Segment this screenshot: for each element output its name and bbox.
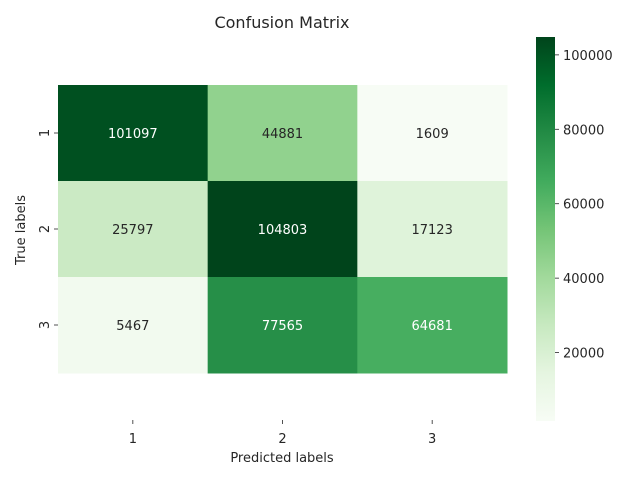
cell-value-label-r1-c2: 44881 xyxy=(262,127,303,142)
x-axis-ticks: 1 2 3 xyxy=(129,420,436,447)
heatmap-cell-r1-c3 xyxy=(357,85,508,182)
heatmap-cell-r2-c2 xyxy=(207,181,358,278)
y-tick-label: 1 xyxy=(38,129,53,137)
x-axis-label: Predicted labels xyxy=(230,451,334,466)
x-tick-label: 2 xyxy=(278,432,286,447)
colorbar-tick-label: 80000 xyxy=(563,123,604,138)
cell-value-label-r3-c3: 64681 xyxy=(411,319,452,334)
cell-value-label-r1-c1: 101097 xyxy=(108,127,158,142)
cell-value-label-r2-c1: 25797 xyxy=(112,223,153,238)
heatmap-cell-r2-c1 xyxy=(58,181,209,278)
heatmap-cell-r3-c3 xyxy=(357,277,508,374)
chart-title: Confusion Matrix xyxy=(214,13,349,32)
colorbar-ticks: 20000 40000 60000 80000 100000 xyxy=(555,49,613,362)
y-tick-label: 2 xyxy=(38,225,53,233)
y-tick-label: 3 xyxy=(38,321,53,329)
cell-value-label-r3-c2: 77565 xyxy=(262,319,303,334)
colorbar-tick-label: 60000 xyxy=(563,198,604,213)
heatmap-cells xyxy=(58,85,508,374)
heatmap-cell-r2-c3 xyxy=(357,181,508,278)
cell-value-label-r2-c3: 17123 xyxy=(411,223,452,238)
x-tick-label: 3 xyxy=(428,432,436,447)
colorbar-tick-label: 20000 xyxy=(563,347,604,362)
x-tick-label: 1 xyxy=(129,432,137,447)
colorbar: 20000 40000 60000 80000 100000 xyxy=(536,37,613,421)
y-axis-label: True labels xyxy=(14,195,29,266)
colorbar-tick-label: 40000 xyxy=(563,272,604,287)
heatmap-cell-labels: 101097 44881 1609 25797 104803 17123 5467 77565… xyxy=(108,127,453,334)
heatmap-cell-r3-c2 xyxy=(207,277,358,374)
colorbar-gradient xyxy=(536,37,555,421)
cell-value-label-r2-c2: 104803 xyxy=(258,223,308,238)
y-axis-ticks: 1 2 3 xyxy=(38,129,58,329)
heatmap-cell-r1-c2 xyxy=(207,85,358,182)
heatmap-cell-r3-c1 xyxy=(58,277,209,374)
cell-value-label-r1-c3: 1609 xyxy=(416,127,449,142)
colorbar-tick-label: 100000 xyxy=(563,49,613,64)
cell-value-label-r3-c1: 5467 xyxy=(116,319,149,334)
heatmap-cell-r1-c1 xyxy=(58,85,209,182)
